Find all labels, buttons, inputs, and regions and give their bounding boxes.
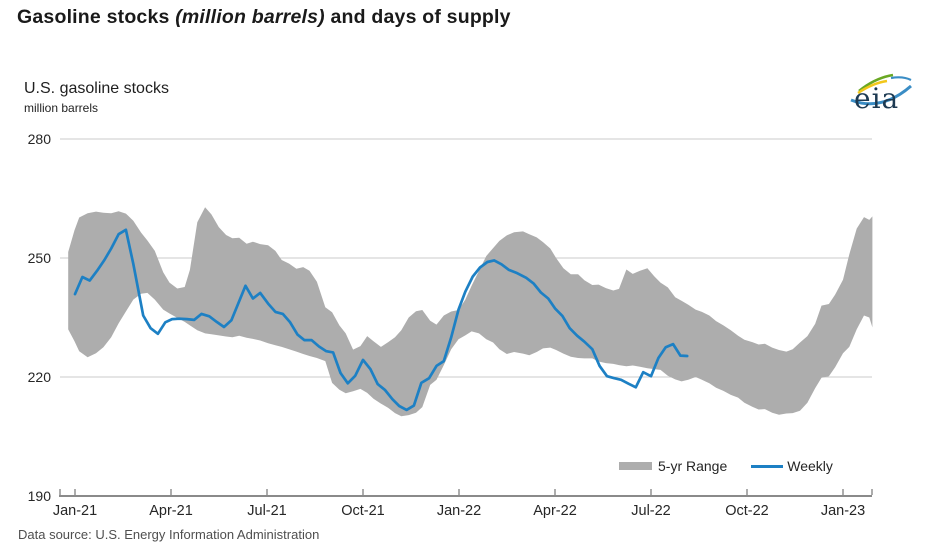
y-tick-label-220: 220 bbox=[28, 369, 52, 385]
eia-logo-swoosh-icon bbox=[850, 73, 912, 106]
x-tick-label-Jan-23: Jan-23 bbox=[821, 503, 865, 519]
five-yr-range-band bbox=[68, 207, 873, 417]
x-tick-label-Jul-21: Jul-21 bbox=[247, 503, 287, 519]
page-title: Gasoline stocks (million barrels) and da… bbox=[17, 6, 511, 29]
weekly-line bbox=[73, 228, 689, 412]
x-tick-label-Apr-21: Apr-21 bbox=[149, 503, 193, 519]
x-tick-label-Apr-22: Apr-22 bbox=[533, 503, 577, 519]
x-tick-label-Oct-22: Oct-22 bbox=[725, 503, 769, 519]
x-tick-label-Jan-22: Jan-22 bbox=[437, 503, 481, 519]
weekly-line-swatch-icon bbox=[751, 464, 784, 468]
chart-title: U.S. gasoline stocks bbox=[24, 80, 169, 97]
legend-item-weekly: Weekly bbox=[751, 458, 833, 474]
chart-legend: 5-yr Range Weekly bbox=[619, 458, 833, 474]
x-tick-label-Jul-22: Jul-22 bbox=[631, 503, 671, 519]
legend-label-weekly: Weekly bbox=[787, 458, 833, 474]
legend-item-5yr-range: 5-yr Range bbox=[619, 458, 727, 474]
chart-units-label: million barrels bbox=[24, 101, 99, 115]
y-tick-label-190: 190 bbox=[28, 488, 52, 504]
five-yr-range-swatch-icon bbox=[619, 462, 652, 470]
x-tick-label-Jan-21: Jan-21 bbox=[53, 503, 97, 519]
page-title-italic: (million barrels) bbox=[175, 6, 325, 28]
y-tick-label-280: 280 bbox=[28, 131, 52, 147]
eia-logo: eia bbox=[845, 66, 925, 122]
page-title-prefix: Gasoline stocks bbox=[17, 6, 176, 28]
eia-logo-text: eia bbox=[854, 82, 900, 115]
page-title-suffix: and days of supply bbox=[324, 6, 511, 28]
x-tick-label-Oct-21: Oct-21 bbox=[341, 503, 385, 519]
data-source-note: Data source: U.S. Energy Information Adm… bbox=[18, 527, 320, 542]
y-tick-label-250: 250 bbox=[28, 250, 52, 266]
legend-label-5yr-range: 5-yr Range bbox=[658, 458, 728, 474]
